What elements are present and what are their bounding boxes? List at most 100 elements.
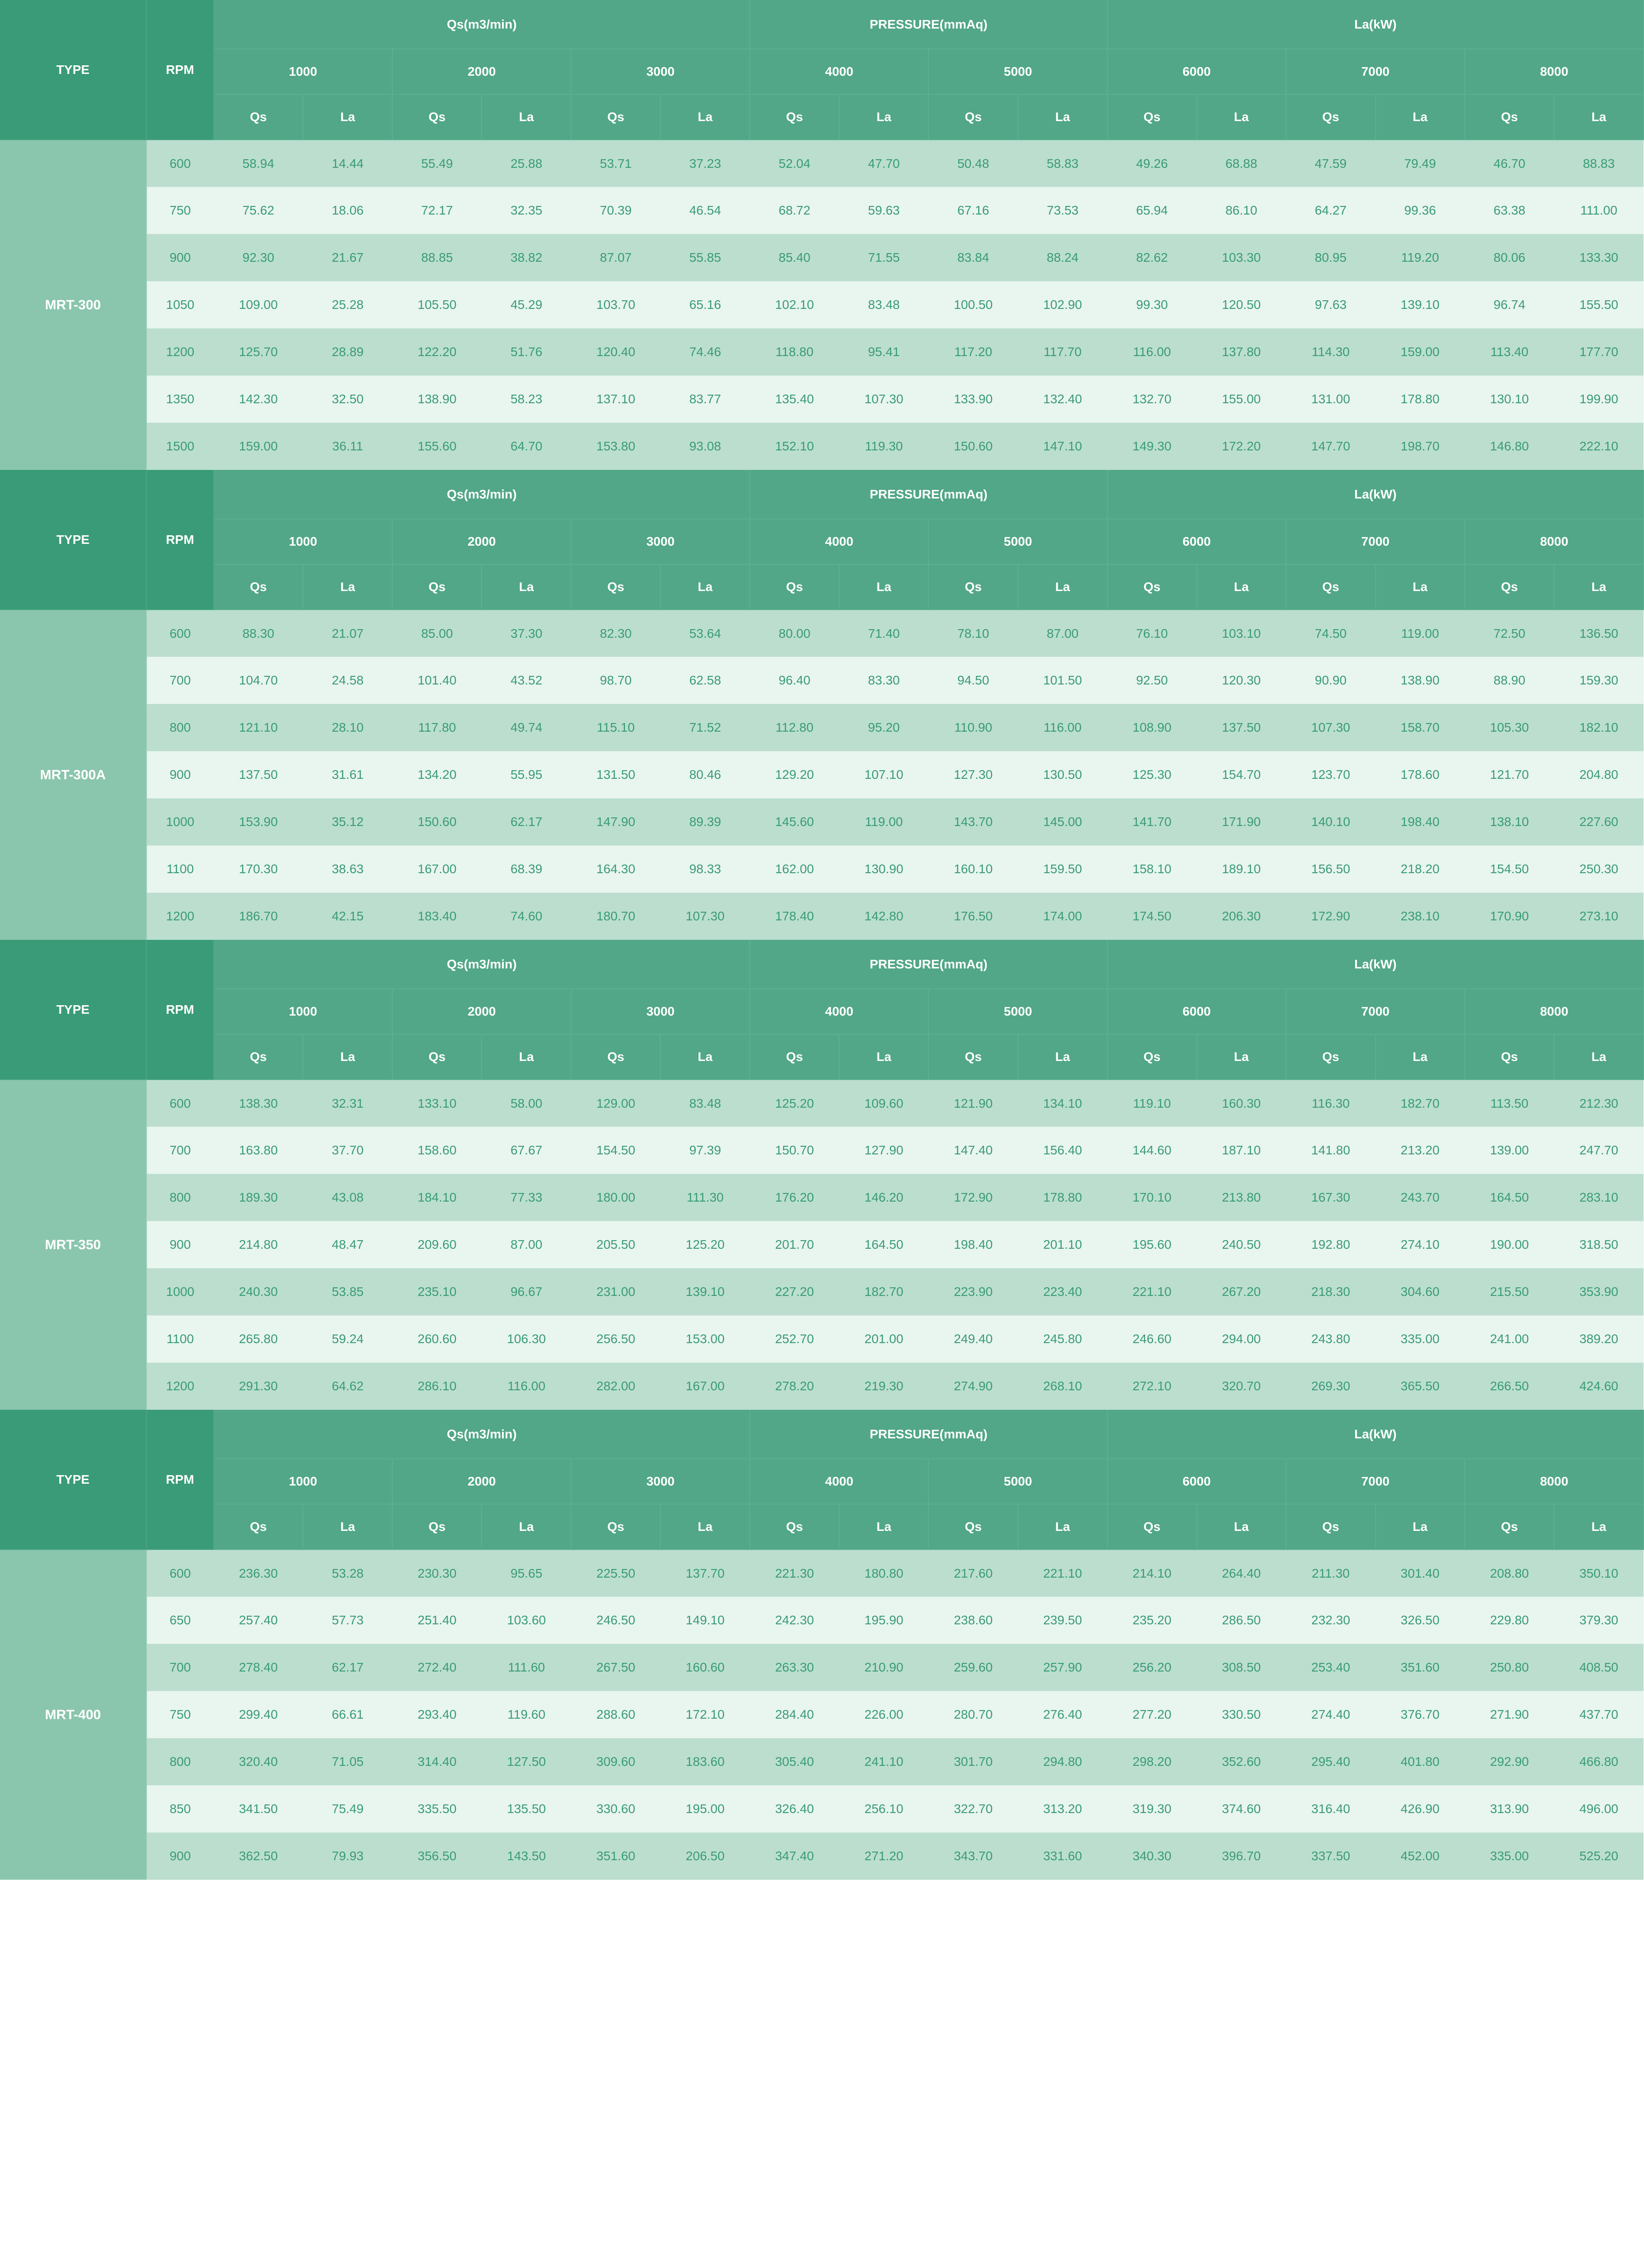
la-sub-header: La [839, 1504, 928, 1549]
data-cell: 341.50 [214, 1785, 303, 1833]
data-cell: 308.50 [1197, 1644, 1286, 1691]
data-cell: 117.70 [1018, 328, 1107, 376]
pressure-col-header: 5000 [928, 1459, 1107, 1504]
data-cell: 180.70 [571, 893, 660, 940]
data-cell: 120.30 [1197, 657, 1286, 704]
data-cell: 127.90 [839, 1127, 928, 1174]
rpm-cell: 1200 [146, 328, 214, 376]
data-cell: 243.80 [1286, 1315, 1376, 1363]
data-cell: 294.80 [1018, 1738, 1107, 1785]
data-cell: 133.90 [928, 376, 1018, 423]
data-cell: 120.40 [571, 328, 660, 376]
data-cell: 38.82 [482, 234, 571, 281]
data-cell: 120.50 [1197, 281, 1286, 328]
data-cell: 83.48 [839, 281, 928, 328]
data-cell: 125.30 [1107, 751, 1197, 798]
data-cell: 107.30 [1286, 704, 1376, 751]
data-cell: 55.85 [660, 234, 750, 281]
qs-sub-header: Qs [1465, 94, 1554, 140]
data-cell: 83.84 [928, 234, 1018, 281]
data-cell: 424.60 [1554, 1363, 1644, 1410]
data-cell: 291.30 [214, 1363, 303, 1410]
data-cell: 240.50 [1197, 1221, 1286, 1268]
rpm-cell: 900 [146, 1833, 214, 1880]
data-cell: 206.30 [1197, 893, 1286, 940]
data-cell: 182.10 [1554, 704, 1644, 751]
data-cell: 347.40 [750, 1833, 839, 1880]
qs-sub-header: Qs [1286, 94, 1376, 140]
data-cell: 71.05 [303, 1738, 392, 1785]
data-cell: 240.30 [214, 1268, 303, 1315]
data-cell: 83.48 [660, 1080, 750, 1127]
pressure-col-header: 6000 [1107, 1459, 1286, 1504]
data-cell: 135.40 [750, 376, 839, 423]
data-cell: 66.61 [303, 1691, 392, 1738]
data-cell: 318.50 [1554, 1221, 1644, 1268]
data-cell: 182.70 [839, 1268, 928, 1315]
data-cell: 122.20 [392, 328, 482, 376]
data-cell: 335.00 [1376, 1315, 1465, 1363]
pressure-col-header: 6000 [1107, 49, 1286, 94]
data-cell: 95.65 [482, 1549, 571, 1597]
data-cell: 119.20 [1376, 234, 1465, 281]
data-cell: 53.28 [303, 1549, 392, 1597]
data-cell: 159.00 [214, 423, 303, 470]
qs-sub-header: Qs [928, 1504, 1018, 1549]
data-cell: 112.80 [750, 704, 839, 751]
data-cell: 154.70 [1197, 751, 1286, 798]
data-cell: 198.40 [928, 1221, 1018, 1268]
data-cell: 222.10 [1554, 423, 1644, 470]
data-cell: 343.70 [928, 1833, 1018, 1880]
data-cell: 305.40 [750, 1738, 839, 1785]
data-cell: 102.10 [750, 281, 839, 328]
rpm-cell: 1000 [146, 798, 214, 846]
data-cell: 278.40 [214, 1644, 303, 1691]
data-cell: 111.30 [660, 1174, 750, 1221]
la-sub-header: La [482, 1504, 571, 1549]
rpm-cell: 800 [146, 1738, 214, 1785]
data-cell: 147.10 [1018, 423, 1107, 470]
data-cell: 53.85 [303, 1268, 392, 1315]
type-cell: MRT-300 [0, 140, 146, 470]
data-cell: 150.60 [392, 798, 482, 846]
data-cell: 238.60 [928, 1597, 1018, 1644]
data-cell: 135.50 [482, 1785, 571, 1833]
pressure-col-header: 4000 [750, 49, 928, 94]
data-cell: 92.30 [214, 234, 303, 281]
data-cell: 109.00 [214, 281, 303, 328]
data-cell: 330.60 [571, 1785, 660, 1833]
rpm-cell: 1200 [146, 1363, 214, 1410]
data-cell: 243.70 [1376, 1174, 1465, 1221]
rpm-cell: 700 [146, 1644, 214, 1691]
data-cell: 351.60 [1376, 1644, 1465, 1691]
table-row: 900137.5031.61134.2055.95131.5080.46129.… [0, 751, 1644, 798]
rpm-cell: 1000 [146, 1268, 214, 1315]
group-la-header: La(kW) [1107, 1410, 1644, 1459]
data-cell: 116.00 [1018, 704, 1107, 751]
table-row: 1200125.7028.89122.2051.76120.4074.46118… [0, 328, 1644, 376]
data-cell: 55.95 [482, 751, 571, 798]
table-row: 900214.8048.47209.6087.00205.50125.20201… [0, 1221, 1644, 1268]
data-cell: 362.50 [214, 1833, 303, 1880]
qs-sub-header: Qs [571, 1504, 660, 1549]
data-cell: 209.60 [392, 1221, 482, 1268]
spec-table: TYPERPMQs(m3/min)PRESSURE(mmAq)La(kW)100… [0, 0, 1644, 470]
data-cell: 109.60 [839, 1080, 928, 1127]
data-cell: 95.41 [839, 328, 928, 376]
data-cell: 119.10 [1107, 1080, 1197, 1127]
la-sub-header: La [660, 94, 750, 140]
data-cell: 298.20 [1107, 1738, 1197, 1785]
data-cell: 137.10 [571, 376, 660, 423]
data-cell: 87.00 [1018, 610, 1107, 657]
data-cell: 379.30 [1554, 1597, 1644, 1644]
group-pressure-header: PRESSURE(mmAq) [750, 940, 1107, 989]
data-cell: 326.50 [1376, 1597, 1465, 1644]
data-cell: 401.80 [1376, 1738, 1465, 1785]
data-cell: 107.10 [839, 751, 928, 798]
data-cell: 223.90 [928, 1268, 1018, 1315]
data-cell: 180.80 [839, 1549, 928, 1597]
data-cell: 288.60 [571, 1691, 660, 1738]
data-cell: 125.20 [660, 1221, 750, 1268]
data-cell: 138.90 [1376, 657, 1465, 704]
data-cell: 229.80 [1465, 1597, 1554, 1644]
